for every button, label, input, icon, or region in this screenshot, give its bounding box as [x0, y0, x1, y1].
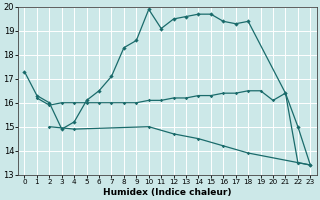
X-axis label: Humidex (Indice chaleur): Humidex (Indice chaleur)	[103, 188, 232, 197]
